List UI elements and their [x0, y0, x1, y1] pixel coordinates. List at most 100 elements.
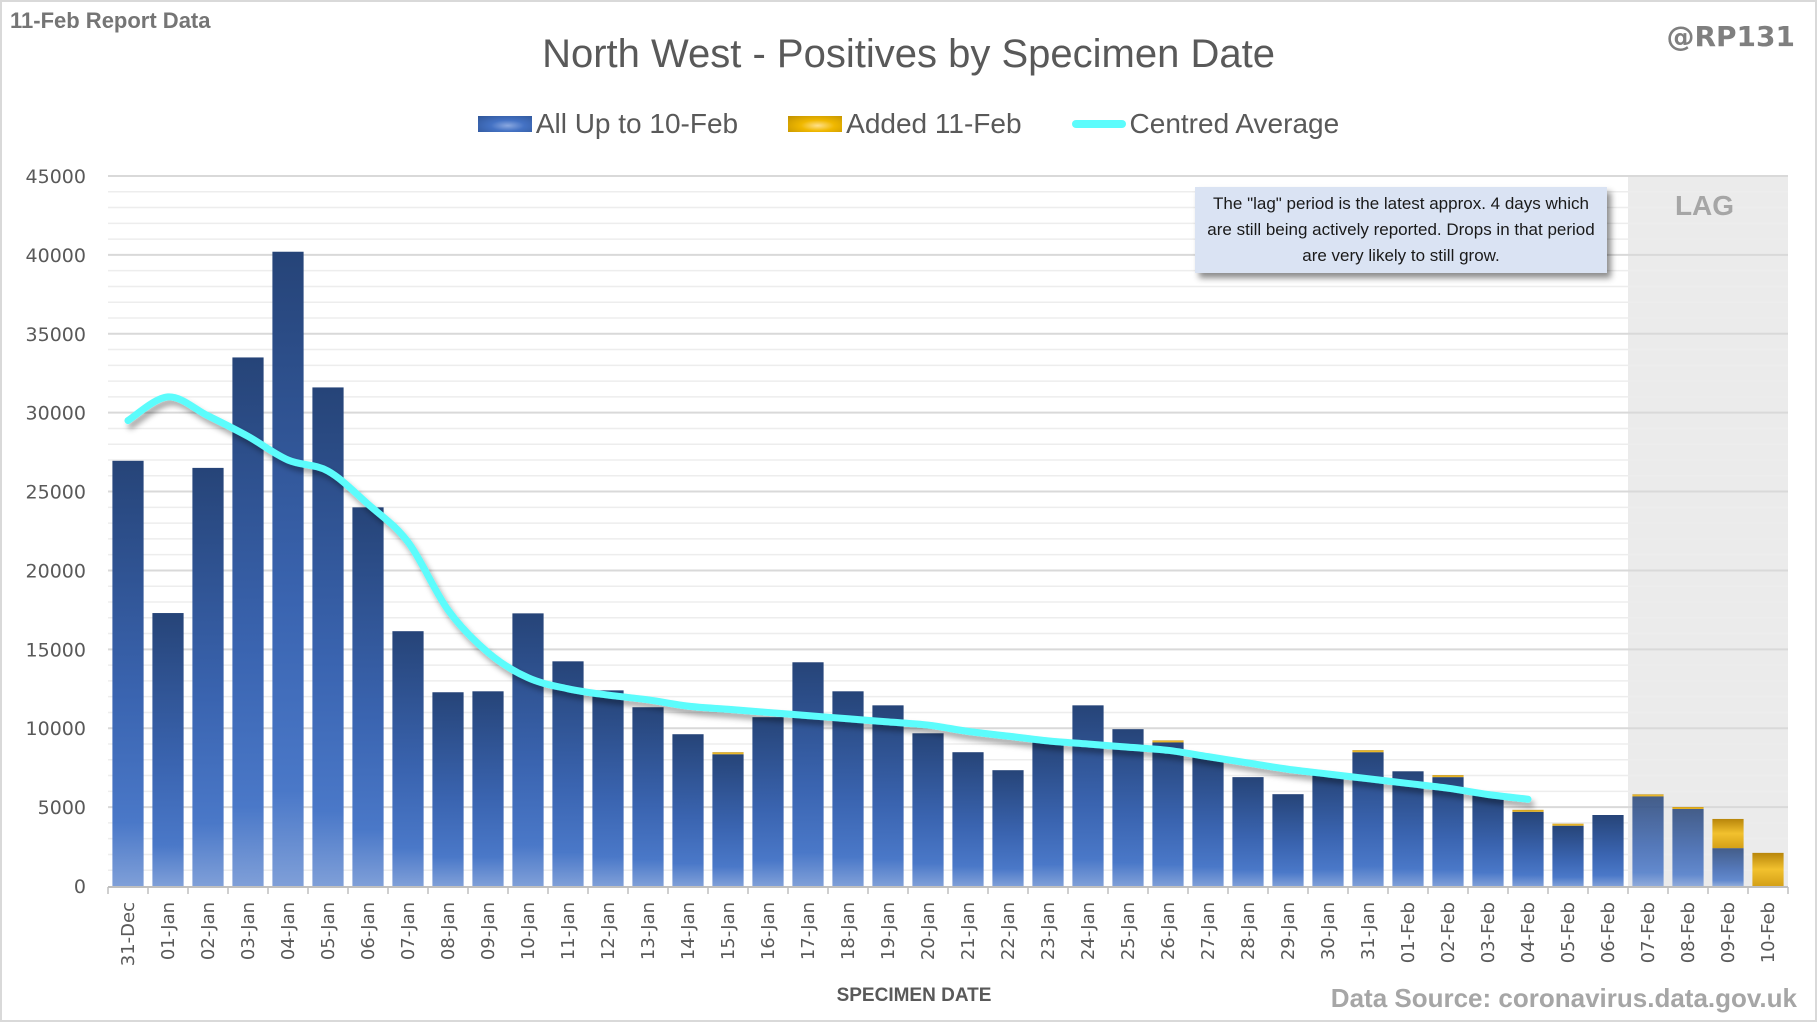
- y-tick-label: 5000: [38, 797, 86, 819]
- x-axis: 31-Dec 01-Jan 02-Jan 03-Jan 04-Jan 05-Jan 06-J…: [107, 886, 1789, 966]
- legend-label-base: All Up to 10-Feb: [535, 108, 739, 139]
- bar-added: [1712, 818, 1744, 849]
- chart-title: North West - Positives by Specimen Date: [542, 32, 1275, 76]
- x-tick-label: 07-Feb: [1638, 902, 1659, 963]
- bar-base: [312, 387, 344, 886]
- y-tick-label: 0: [74, 876, 86, 898]
- x-tick-label: 31-Dec: [118, 902, 139, 966]
- x-tick-label: 28-Jan: [1238, 902, 1259, 960]
- bar-base: [112, 460, 144, 886]
- bar-base: [1112, 729, 1144, 886]
- bar-base: [792, 662, 824, 886]
- bar-base: [192, 467, 224, 886]
- x-tick-label: 08-Jan: [438, 902, 459, 960]
- bar-base: [392, 631, 424, 886]
- bar-base: [1472, 795, 1504, 886]
- x-tick-label: 06-Feb: [1598, 902, 1619, 963]
- x-tick-label: 03-Feb: [1478, 902, 1499, 963]
- bar-base: [472, 691, 504, 886]
- bar-base: [552, 661, 584, 886]
- y-tick-label: 10000: [26, 718, 86, 740]
- y-tick-label: 20000: [26, 560, 86, 582]
- bar-base: [592, 690, 624, 886]
- bar-base: [1072, 705, 1104, 886]
- x-tick-label: 06-Jan: [358, 902, 379, 960]
- x-tick-label: 23-Jan: [1038, 902, 1059, 960]
- gridlines: [108, 175, 1788, 871]
- report-date-tag: 11-Feb Report Data: [10, 8, 211, 33]
- bars: [112, 251, 1784, 886]
- x-tick-label: 12-Jan: [598, 902, 619, 960]
- legend-swatch-average: [1071, 120, 1126, 128]
- lag-label: LAG: [1674, 190, 1735, 221]
- bar-base: [1152, 742, 1184, 886]
- x-tick-label: 01-Jan: [158, 902, 179, 960]
- bar-base: [352, 507, 384, 886]
- x-tick-label: 04-Jan: [278, 902, 299, 960]
- x-tick-label: 26-Jan: [1158, 902, 1179, 960]
- bar-base: [1032, 741, 1064, 886]
- bar-base: [1712, 848, 1744, 886]
- lag-shade: [1628, 176, 1788, 886]
- x-tick-label: 16-Jan: [758, 902, 779, 960]
- x-tick-label: 29-Jan: [1278, 902, 1299, 960]
- legend: All Up to 10-Feb Added 11-Feb Centred Av…: [0, 108, 1817, 140]
- x-tick-label: 17-Jan: [798, 902, 819, 960]
- legend-item-average: Centred Average: [1071, 108, 1340, 140]
- bar-base: [1392, 771, 1424, 886]
- x-tick-label: 02-Feb: [1438, 902, 1459, 963]
- legend-item-base: All Up to 10-Feb: [477, 108, 739, 140]
- bar-base: [432, 692, 464, 886]
- centred-average-line: [124, 393, 1532, 803]
- y-tick-label: 35000: [26, 324, 86, 346]
- x-tick-label: 30-Jan: [1318, 902, 1339, 960]
- x-tick-label: 05-Feb: [1558, 902, 1579, 963]
- bar-base: [1192, 756, 1224, 886]
- bar-base: [1232, 777, 1264, 886]
- x-tick-label: 08-Feb: [1678, 902, 1699, 963]
- bar-base: [1632, 796, 1664, 886]
- x-tick-label: 31-Jan: [1358, 902, 1379, 960]
- bar-base: [712, 754, 744, 886]
- x-tick-label: 11-Jan: [558, 902, 579, 960]
- x-tick-label: 01-Feb: [1398, 902, 1419, 963]
- bar-base: [152, 613, 184, 886]
- legend-label-average: Centred Average: [1129, 108, 1340, 139]
- x-tick-label: 10-Feb: [1758, 902, 1779, 963]
- y-tick-label: 40000: [26, 245, 86, 267]
- bar-added: [1512, 809, 1544, 812]
- bar-added: [1752, 852, 1784, 886]
- data-source: Data Source: coronavirus.data.gov.uk: [1330, 983, 1797, 1013]
- x-tick-label: 05-Jan: [318, 902, 339, 960]
- x-tick-label: 21-Jan: [958, 902, 979, 960]
- bar-base: [272, 251, 304, 886]
- x-tick-label: 24-Jan: [1078, 902, 1099, 960]
- bar-added: [1632, 794, 1664, 797]
- bar-base: [1432, 777, 1464, 886]
- x-tick-label: 07-Jan: [398, 902, 419, 960]
- y-tick-label: 30000: [26, 403, 86, 425]
- bar-added: [712, 752, 744, 755]
- bar-base: [832, 691, 864, 886]
- bar-base: [952, 752, 984, 886]
- bar-base: [872, 705, 904, 886]
- bar-base: [1672, 809, 1704, 886]
- bar-base: [1552, 825, 1584, 886]
- bar-added: [1672, 807, 1704, 810]
- legend-item-added: Added 11-Feb: [788, 108, 1022, 140]
- x-tick-label: 15-Jan: [718, 902, 739, 960]
- x-tick-label: 14-Jan: [678, 902, 699, 960]
- bar-added: [1152, 740, 1184, 743]
- x-tick-label: 19-Jan: [878, 902, 899, 960]
- x-tick-label: 18-Jan: [838, 902, 859, 960]
- x-tick-label: 25-Jan: [1118, 902, 1139, 960]
- bar-base: [512, 613, 544, 886]
- bar-added: [1552, 823, 1584, 826]
- x-tick-label: 09-Feb: [1718, 902, 1739, 963]
- bar-base: [1352, 752, 1384, 886]
- x-tick-label: 27-Jan: [1198, 902, 1219, 960]
- bar-base: [1312, 773, 1344, 886]
- x-tick-label: 22-Jan: [998, 902, 1019, 960]
- bar-added: [1352, 750, 1384, 753]
